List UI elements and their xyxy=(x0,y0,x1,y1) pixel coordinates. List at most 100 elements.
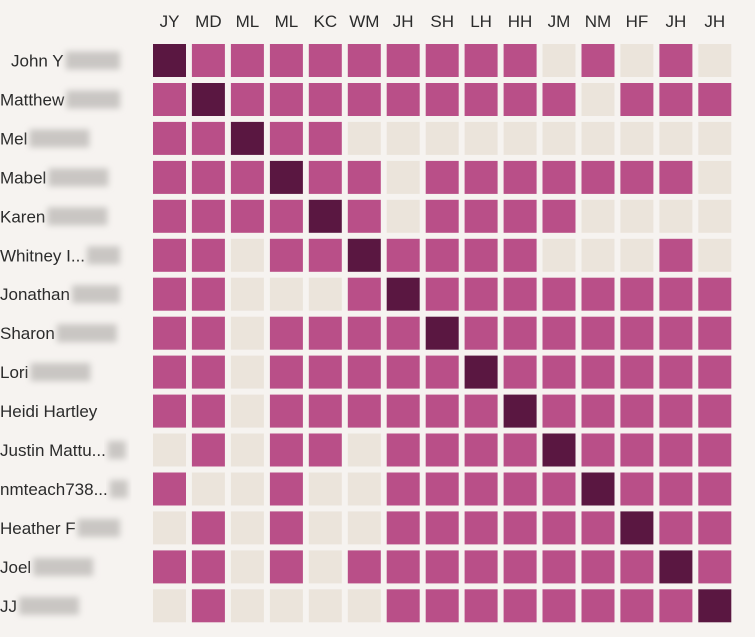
heatmap-cell xyxy=(386,83,420,116)
heatmap-cell xyxy=(269,44,303,77)
heatmap-cell xyxy=(153,511,186,545)
heatmap-cell xyxy=(230,433,264,467)
heatmap-cell xyxy=(153,121,186,155)
heatmap-cell xyxy=(425,44,459,77)
heatmap-cell xyxy=(503,355,537,389)
heatmap-cell xyxy=(425,472,459,506)
heatmap-cell xyxy=(386,433,420,467)
heatmap-cell xyxy=(581,433,615,467)
redaction-blur xyxy=(56,324,117,343)
heatmap-cell xyxy=(386,589,420,623)
heatmap-cell xyxy=(230,355,264,389)
heatmap-cell xyxy=(698,277,732,311)
row-label: Karen xyxy=(0,207,45,226)
heatmap-cell xyxy=(698,121,732,155)
heatmap-cell xyxy=(191,44,225,77)
heatmap-cell xyxy=(659,550,693,584)
heatmap-cell xyxy=(425,83,459,116)
heatmap-cell xyxy=(153,83,186,116)
heatmap-cell xyxy=(191,511,225,545)
column-labels: JY MD ML ML KC WM JH SH LH HH JM NM HF JH JH xyxy=(160,12,726,31)
heatmap-cell xyxy=(620,83,654,116)
heatmap-cell xyxy=(153,433,186,467)
heatmap-cell xyxy=(347,199,381,233)
heatmap-cell xyxy=(308,199,342,233)
heatmap-cell xyxy=(191,121,225,155)
redaction-blur xyxy=(87,246,120,265)
row-label: Mabel xyxy=(0,168,46,187)
heatmap-cell xyxy=(230,199,264,233)
heatmap-cell xyxy=(581,83,615,116)
column-label: NM xyxy=(585,12,611,31)
heatmap-cell xyxy=(347,121,381,155)
heatmap-cell xyxy=(269,238,303,272)
heatmap-cell xyxy=(503,433,537,467)
heatmap-cell xyxy=(503,199,537,233)
heatmap-cell xyxy=(464,121,498,155)
heatmap-cells xyxy=(153,44,732,623)
heatmap-cell xyxy=(425,121,459,155)
column-label: LH xyxy=(470,12,492,31)
heatmap-cell xyxy=(620,277,654,311)
heatmap-cell xyxy=(581,316,615,350)
heatmap-cell xyxy=(191,550,225,584)
heatmap-cell xyxy=(191,316,225,350)
redaction-blurs xyxy=(19,51,128,615)
heatmap-cell xyxy=(425,394,459,428)
heatmap-cell xyxy=(542,277,576,311)
heatmap-cell xyxy=(620,44,654,77)
heatmap-cell xyxy=(503,394,537,428)
heatmap-cell xyxy=(581,355,615,389)
heatmap-cell xyxy=(542,550,576,584)
heatmap-cell xyxy=(347,433,381,467)
heatmap-cell xyxy=(308,277,342,311)
heatmap-cell xyxy=(698,199,732,233)
heatmap-cell xyxy=(425,511,459,545)
heatmap-cell xyxy=(542,472,576,506)
heatmap-cell xyxy=(659,238,693,272)
heatmap-cell xyxy=(230,394,264,428)
heatmap-cell xyxy=(386,394,420,428)
heatmap-cell xyxy=(659,472,693,506)
heatmap-cell xyxy=(659,199,693,233)
heatmap-cell xyxy=(269,160,303,194)
row-label: nmteach738... xyxy=(0,480,108,499)
heatmap-cell xyxy=(308,160,342,194)
heatmap-cell xyxy=(153,550,186,584)
heatmap-cell xyxy=(698,160,732,194)
heatmap-cell xyxy=(230,316,264,350)
heatmap-cell xyxy=(153,394,186,428)
heatmap-cell xyxy=(581,238,615,272)
heatmap-cell xyxy=(620,472,654,506)
column-label: SH xyxy=(430,12,454,31)
heatmap-cell xyxy=(153,44,186,77)
heatmap-cell xyxy=(308,511,342,545)
heatmap-cell xyxy=(153,316,186,350)
heatmap-cell xyxy=(464,316,498,350)
heatmap-cell xyxy=(269,121,303,155)
heatmap-cell xyxy=(308,238,342,272)
heatmap-cell xyxy=(542,433,576,467)
heatmap-cell xyxy=(698,589,732,623)
row-label: Justin Mattu... xyxy=(0,441,106,460)
heatmap-cell xyxy=(347,83,381,116)
heatmap-cell xyxy=(153,355,186,389)
row-label: JJ xyxy=(0,597,17,616)
heatmap-cell xyxy=(581,550,615,584)
heatmap-cell xyxy=(269,511,303,545)
heatmap-cell xyxy=(230,83,264,116)
heatmap-cell xyxy=(153,160,186,194)
heatmap-cell xyxy=(386,316,420,350)
heatmap-cell xyxy=(464,394,498,428)
heatmap-cell xyxy=(386,199,420,233)
row-label: Joel xyxy=(0,558,31,577)
heatmap-cell xyxy=(464,550,498,584)
heatmap-cell xyxy=(308,472,342,506)
heatmap-cell xyxy=(581,394,615,428)
column-label: JH xyxy=(704,12,725,31)
heatmap-cell xyxy=(542,238,576,272)
heatmap-cell xyxy=(581,589,615,623)
heatmap-cell xyxy=(464,44,498,77)
heatmap-cell xyxy=(269,394,303,428)
